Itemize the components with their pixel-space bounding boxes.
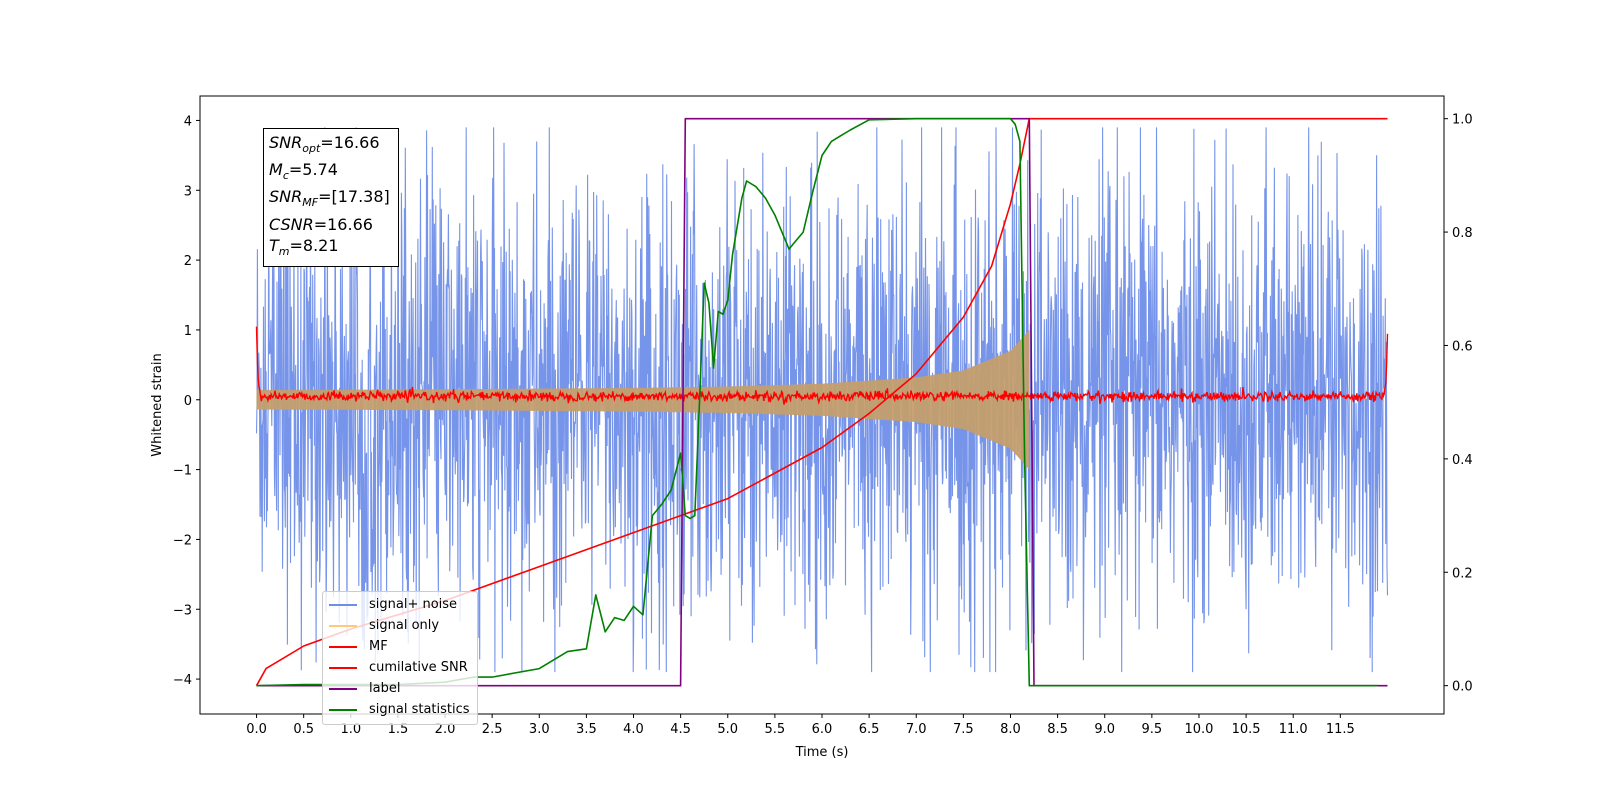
y-tick-label: −4	[173, 673, 192, 688]
parameter-info-box: SNRopt=16.66 Mc=5.74 SNRMF=[17.38] CSNR=…	[263, 128, 399, 267]
x-tick-label: 1.5	[388, 722, 409, 737]
info-line-csnr: CSNR=16.66	[269, 214, 373, 234]
legend-swatch	[329, 624, 357, 627]
x-tick-label: 0.5	[293, 722, 314, 737]
x-tick-label: 9.5	[1142, 722, 1163, 737]
legend-swatch	[329, 666, 357, 669]
y2-tick-label: 0.6	[1452, 339, 1473, 354]
axes: 0.0 0.5 1.0 1.5 2.0 2.5 3.0 3.5 4.0 4.5 5.0 5.5 6.0 6…	[173, 113, 1473, 737]
x-axis-label: Time (s)	[795, 745, 849, 760]
y-tick-label: 4	[184, 114, 192, 129]
x-tick-label: 11.5	[1326, 722, 1355, 737]
x-tick-label: 8.0	[1000, 722, 1021, 737]
x-tick-label: 4.5	[670, 722, 691, 737]
info-line-snr-opt: SNRopt=16.66	[269, 133, 380, 156]
y-tick-label: −2	[173, 533, 192, 548]
x-tick-label: 9.0	[1094, 722, 1115, 737]
series-signal-statistics	[256, 117, 1378, 687]
series-signal-noise	[255, 127, 1389, 673]
series-signal-only	[256, 329, 1030, 470]
x-tick-label: 3.5	[576, 722, 597, 737]
legend-item-mf: MF	[329, 636, 471, 657]
x-tick-label: 6.0	[812, 722, 833, 737]
legend-swatch	[329, 645, 357, 648]
x-tick-label: 2.0	[435, 722, 456, 737]
x-tick-label: 5.5	[765, 722, 786, 737]
x-tick-label: 7.5	[953, 722, 974, 737]
x-tick-label: 8.5	[1047, 722, 1068, 737]
legend-swatch	[329, 687, 357, 690]
x-tick-label: 2.5	[482, 722, 503, 737]
legend-item-signal-noise: signal+ noise	[329, 594, 471, 615]
x-tick-label: 1.0	[340, 722, 361, 737]
legend: signal+ noise signal only MF cumilative …	[322, 591, 478, 725]
legend-swatch	[329, 603, 357, 606]
x-tick-label: 11.0	[1279, 722, 1308, 737]
y-tick-label: 3	[184, 184, 192, 199]
x-tick-label: 6.5	[859, 722, 880, 737]
y-tick-label: −1	[173, 464, 192, 479]
x-tick-label: 4.0	[623, 722, 644, 737]
legend-item-cumulative-snr: cumilative SNR	[329, 657, 471, 678]
x-tick-label: 10.0	[1184, 722, 1213, 737]
x-tick-label: 7.0	[906, 722, 927, 737]
y-tick-label: 1	[184, 324, 192, 339]
y2-tick-label: 0.0	[1452, 680, 1473, 695]
info-line-merger-time: Tm=8.21	[269, 235, 339, 258]
x-tick-label: 0.0	[246, 722, 267, 737]
y-axis-label: Whitened strain	[150, 353, 165, 456]
legend-item-label: label	[329, 678, 471, 699]
info-line-snr-mf: SNRMF=[17.38]	[269, 187, 390, 210]
x-tick-label: 5.0	[717, 722, 738, 737]
legend-swatch	[329, 708, 357, 711]
legend-item-signal-statistics: signal statistics	[329, 699, 471, 720]
info-line-chirp-mass: Mc=5.74	[269, 160, 338, 183]
x-tick-label: 3.0	[529, 722, 550, 737]
series-mf	[255, 326, 1389, 406]
y-tick-label: 2	[184, 254, 192, 269]
y2-tick-label: 0.4	[1452, 453, 1473, 468]
x-tick-label: 10.5	[1232, 722, 1261, 737]
y2-tick-label: 0.2	[1452, 566, 1473, 581]
y2-tick-label: 1.0	[1452, 113, 1473, 128]
y-tick-label: 0	[184, 394, 192, 409]
y2-tick-label: 0.8	[1452, 226, 1473, 241]
legend-item-signal-only: signal only	[329, 615, 471, 636]
y-tick-label: −3	[173, 603, 192, 618]
